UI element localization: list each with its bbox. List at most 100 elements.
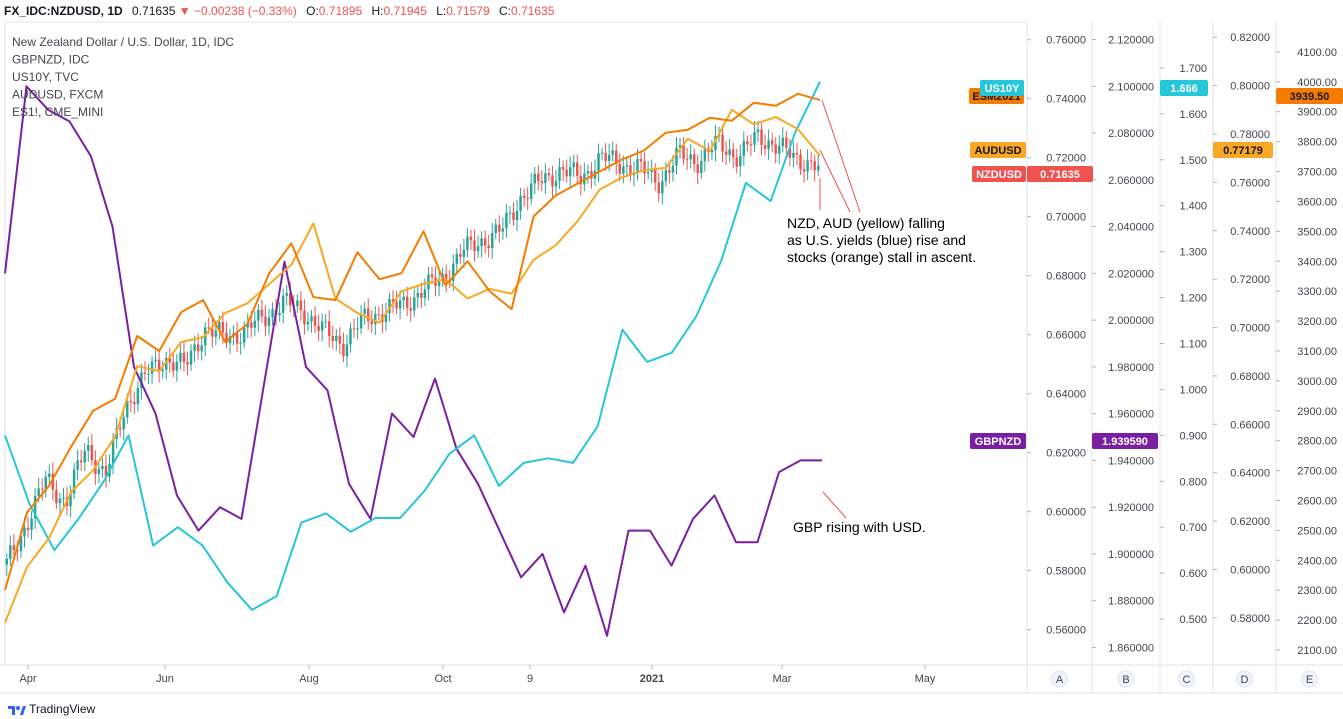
nzdusd-candle — [430, 274, 434, 278]
nzdusd-candle — [72, 469, 76, 494]
nzdusd-candle — [58, 498, 62, 504]
nzdusd-candle — [760, 129, 763, 146]
y-tick-label-E: 2500.00 — [1297, 525, 1337, 537]
price-tag-label-bg — [972, 166, 1026, 182]
series-line-us10y — [4, 81, 821, 611]
tradingview-brand[interactable]: TradingView — [29, 702, 96, 716]
axis-letter-E: E — [1306, 674, 1313, 686]
nzdusd-candle — [398, 300, 402, 309]
nzdusd-candle — [604, 152, 607, 161]
nzdusd-candle — [313, 316, 317, 326]
nzdusd-candle — [515, 210, 519, 221]
nzdusd-candle — [813, 161, 816, 171]
nzdusd-candle — [547, 173, 551, 176]
nzdusd-candle — [356, 328, 359, 330]
y-tick-label-D: 0.60000 — [1230, 564, 1270, 576]
y-tick-label-D: 0.64000 — [1230, 468, 1270, 480]
nzdusd-candle — [522, 195, 526, 198]
nzdusd-candle — [650, 168, 653, 173]
nzdusd-candle — [303, 310, 306, 325]
nzdusd-candle — [416, 292, 420, 298]
y-tick-label-C: 1.000 — [1179, 384, 1207, 396]
x-tick-label: Apr — [19, 673, 36, 685]
nzdusd-candle — [753, 132, 756, 145]
nzdusd-candle — [140, 372, 143, 388]
axis-letter-button-D[interactable] — [1236, 670, 1253, 688]
symbol-title[interactable]: FX_IDC:NZDUSD, 1D — [4, 4, 123, 18]
nzdusd-candle — [278, 312, 281, 316]
tradingview-logo-icon — [8, 705, 26, 715]
nzdusd-candle — [200, 345, 203, 352]
x-tick-label: 9 — [527, 673, 533, 685]
nzdusd-candle — [239, 342, 242, 344]
nzdusd-candle — [235, 333, 239, 344]
y-tick-label-D: 0.78000 — [1230, 129, 1270, 141]
nzdusd-candle — [377, 314, 381, 316]
y-tick-label-A: 0.72000 — [1046, 153, 1086, 165]
axis-letter-C: C — [1183, 674, 1191, 686]
nzdusd-candle — [427, 274, 430, 290]
nzdusd-candle — [537, 173, 540, 182]
price-tag-label: GBPNZD — [975, 436, 1022, 448]
price-tag-label-bg — [970, 433, 1026, 449]
y-tick-label-A: 0.70000 — [1046, 212, 1086, 224]
nzdusd-candle — [607, 154, 611, 161]
footer: TradingView — [8, 702, 95, 718]
y-tick-label-E: 2400.00 — [1297, 555, 1337, 567]
y-tick-label-C: 1.100 — [1179, 339, 1207, 351]
nzdusd-candle — [310, 316, 313, 322]
nzdusd-candle — [749, 144, 753, 146]
nzdusd-candle — [193, 344, 196, 351]
nzdusd-candle — [714, 135, 717, 151]
nzdusd-candle — [767, 140, 770, 149]
nzdusd-candle — [359, 313, 363, 329]
nzdusd-candle — [150, 361, 154, 374]
low-value: 0.71579 — [446, 4, 490, 18]
nzdusd-candle — [622, 166, 625, 174]
series-line-es1 — [4, 92, 821, 591]
axis-letter-button-B[interactable] — [1117, 670, 1135, 688]
nzdusd-candle — [512, 212, 515, 221]
y-tick-label-A: 0.56000 — [1046, 625, 1086, 637]
legend-entry: New Zealand Dollar / U.S. Dollar, 1D, ID… — [12, 35, 234, 49]
chart-canvas[interactable]: 0.76000 0.74000 0.72000 0.70000 0.68000 0.660… — [0, 0, 1343, 700]
x-tick-label: Oct — [434, 673, 451, 685]
nzdusd-candle — [257, 309, 260, 321]
nzdusd-candle — [289, 293, 292, 306]
nzdusd-candle — [675, 147, 678, 166]
nzdusd-candle — [352, 328, 356, 330]
axis-letter-button-A[interactable] — [1051, 670, 1068, 688]
nzdusd-candle — [778, 146, 781, 154]
nzdusd-candle — [168, 358, 172, 363]
nzdusd-candle — [154, 359, 157, 362]
nzdusd-candle — [391, 299, 395, 303]
y-tick-label-E: 2900.00 — [1297, 406, 1337, 418]
nzdusd-candle — [207, 327, 210, 329]
nzdusd-candle — [735, 157, 738, 167]
annotation-arrow — [821, 99, 861, 213]
axis-letter-button-E[interactable] — [1301, 670, 1318, 688]
nzdusd-candle — [402, 296, 405, 301]
nzdusd-candle — [271, 309, 274, 318]
annotation-text: as U.S. yields (blue) rise and — [787, 232, 966, 248]
nzdusd-candle — [739, 155, 742, 167]
y-tick-label-E: 2800.00 — [1297, 436, 1337, 448]
nzdusd-candle — [816, 165, 820, 171]
nzdusd-candle — [267, 317, 271, 326]
y-tick-label-E: 3700.00 — [1297, 167, 1337, 179]
nzdusd-candle — [721, 134, 724, 152]
nzdusd-candle — [611, 150, 614, 155]
y-tick-label-D: 0.82000 — [1230, 32, 1270, 44]
nzdusd-candle — [689, 154, 692, 160]
nzdusd-candle — [519, 195, 522, 211]
nzdusd-candle — [615, 150, 618, 164]
nzdusd-candle — [802, 169, 806, 172]
nzdusd-candle — [413, 297, 416, 311]
y-tick-label-A: 0.68000 — [1046, 271, 1086, 283]
nzdusd-candle — [653, 168, 657, 183]
nzdusd-candle — [529, 183, 533, 200]
nzdusd-candle — [785, 137, 788, 148]
nzdusd-candle — [590, 171, 593, 179]
axis-letter-button-C[interactable] — [1178, 670, 1195, 688]
y-tick-label-B: 2.120000 — [1108, 35, 1154, 47]
